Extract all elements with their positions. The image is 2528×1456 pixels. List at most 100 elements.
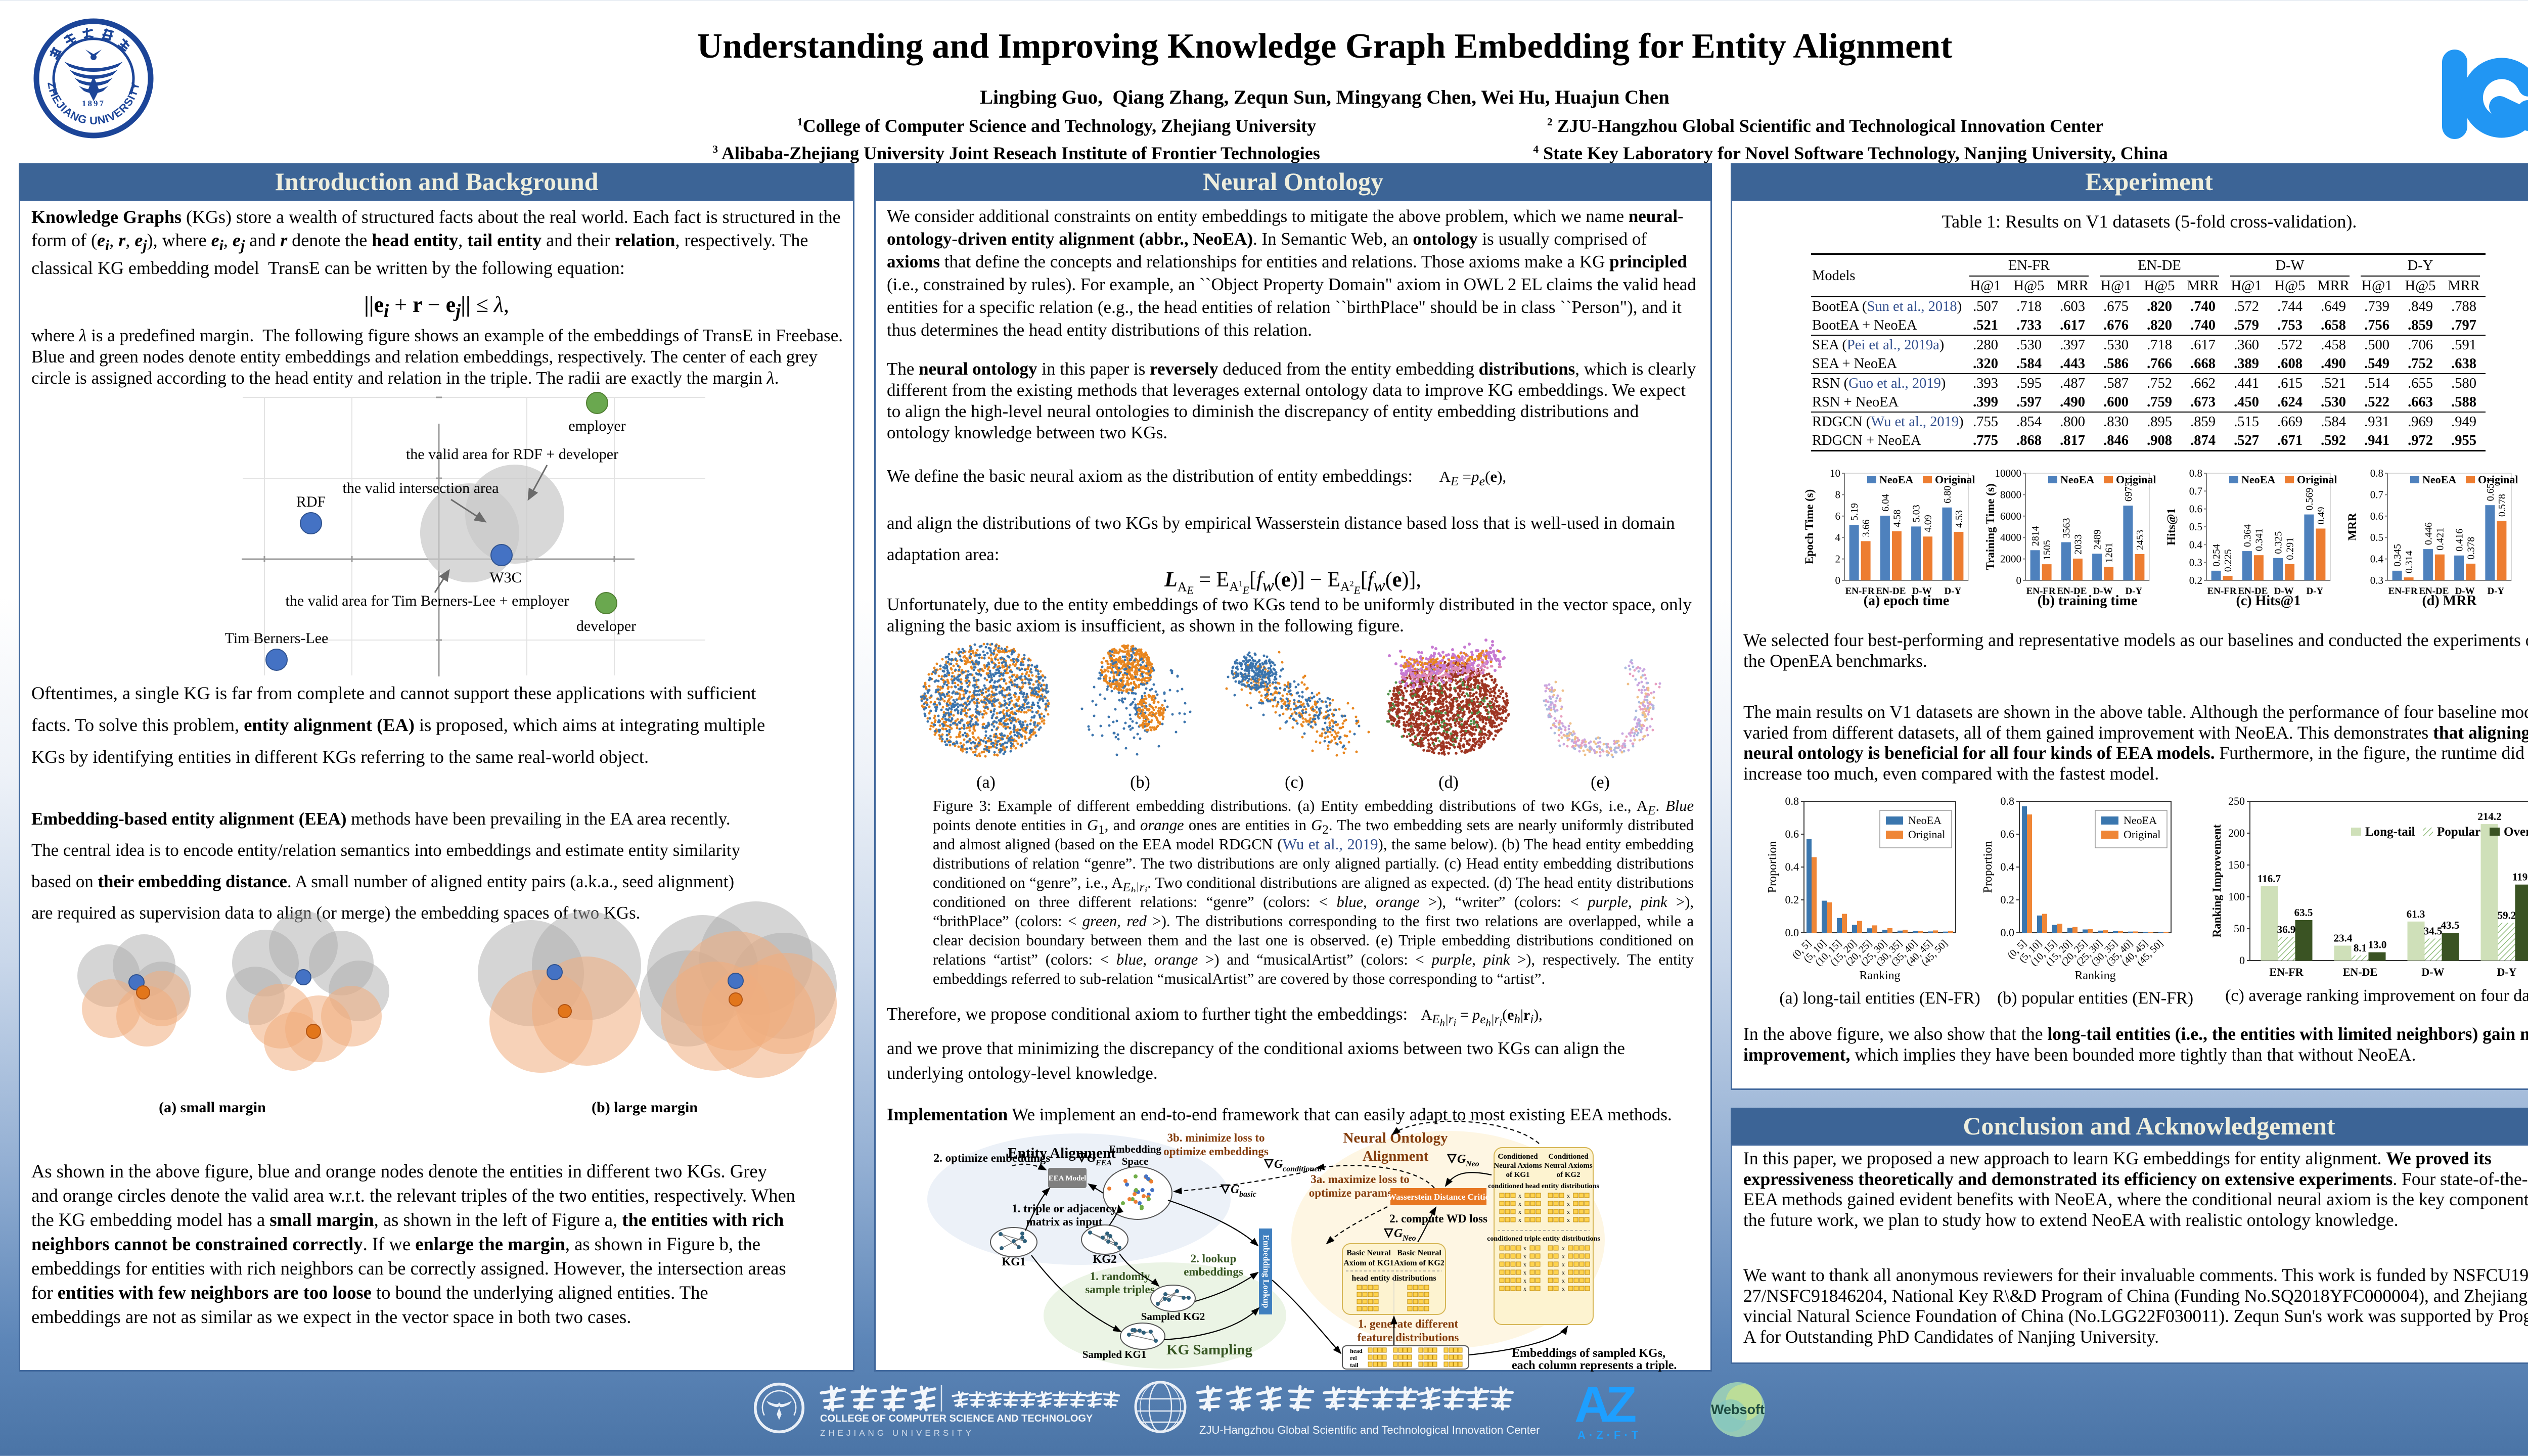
svg-text:2. lookup: 2. lookup [1191, 1252, 1237, 1265]
svg-text:Original: Original [2297, 473, 2337, 486]
svg-text:EN-FR: EN-FR [1845, 586, 1875, 597]
svg-text:head: head [1350, 1347, 1363, 1354]
svg-text:EN-DE: EN-DE [2419, 586, 2449, 597]
svg-text:1505: 1505 [2042, 540, 2053, 560]
svg-text:0.341: 0.341 [2253, 528, 2265, 551]
svg-text:x: x [1523, 1277, 1526, 1284]
svg-text:feature distributions: feature distributions [1358, 1331, 1459, 1344]
svg-text:tail: tail [1350, 1361, 1359, 1369]
svg-text:23.4: 23.4 [2334, 932, 2353, 944]
svg-text:61.3: 61.3 [2407, 908, 2425, 920]
svg-text:the valid area for Tim Berners: the valid area for Tim Berners-Lee + emp… [286, 593, 569, 609]
svg-text:Space: Space [1122, 1155, 1149, 1167]
svg-text:Alignment: Alignment [1363, 1148, 1429, 1164]
svg-text:D-Y: D-Y [2126, 586, 2143, 597]
svg-text:EN-FR: EN-FR [2269, 966, 2304, 978]
svg-text:0.569: 0.569 [2304, 488, 2315, 511]
svg-text:AZ: AZ [1574, 1376, 1636, 1433]
svg-text:0.4: 0.4 [1785, 860, 1799, 873]
svg-text:0.345: 0.345 [2392, 544, 2403, 567]
svg-text:x: x [1523, 1285, 1526, 1292]
svg-text:0.225: 0.225 [2223, 549, 2234, 572]
svg-text:Original: Original [2116, 473, 2156, 486]
svg-text:0.7: 0.7 [2189, 485, 2202, 497]
svg-text:10: 10 [1830, 467, 1840, 479]
svg-text:EN-DE: EN-DE [1876, 586, 1906, 597]
svg-text:0.2: 0.2 [2001, 893, 2015, 906]
svg-text:0: 0 [2016, 574, 2022, 586]
svg-text:0: 0 [2239, 954, 2245, 967]
svg-text:x: x [1518, 1200, 1521, 1207]
svg-text:0.8: 0.8 [2189, 467, 2202, 479]
svg-text:of KG1: of KG1 [1506, 1171, 1529, 1179]
svg-text:A·Z·F·T: A·Z·F·T [1577, 1429, 1642, 1441]
svg-text:2. optimize embeddings: 2. optimize embeddings [934, 1152, 1051, 1164]
svg-text:Websoft: Websoft [1711, 1402, 1765, 1417]
svg-text:(c) average ranking improvemen: (c) average ranking improvement on four … [2225, 986, 2528, 1005]
svg-text:(a) epoch time: (a) epoch time [1864, 593, 1950, 609]
svg-text:RDF: RDF [296, 493, 326, 510]
svg-text:4000: 4000 [2000, 531, 2021, 543]
svg-text:Axiom of KG1: Axiom of KG1 [1343, 1259, 1394, 1267]
svg-text:Tim Berners-Lee: Tim Berners-Lee [225, 630, 329, 647]
svg-text:(e): (e) [1591, 773, 1610, 792]
svg-text:conditioned head entity distri: conditioned head entity distributions [1488, 1182, 1599, 1190]
svg-text:sample triples: sample triples [1085, 1283, 1154, 1296]
svg-text:0.4: 0.4 [2001, 860, 2015, 873]
svg-text:NeoEA: NeoEA [2422, 473, 2456, 486]
svg-text:x: x [1562, 1269, 1565, 1276]
svg-text:0.4: 0.4 [2370, 553, 2384, 565]
svg-text:x: x [1562, 1245, 1565, 1252]
svg-text:Original: Original [1935, 473, 1975, 486]
svg-text:Hits@1: Hits@1 [2165, 508, 2178, 545]
svg-text:matrix as input: matrix as input [1026, 1215, 1103, 1228]
svg-text:Neo: Neo [1402, 1234, 1416, 1243]
svg-text:6973: 6973 [2123, 481, 2134, 502]
svg-text:0.291: 0.291 [2285, 537, 2296, 560]
svg-text:8: 8 [1835, 488, 1841, 500]
svg-text:0.6: 0.6 [2189, 503, 2202, 515]
svg-text:EN-FR: EN-FR [2207, 586, 2237, 597]
svg-text:COLLEGE OF COMPUTER SCIENCE AN: COLLEGE OF COMPUTER SCIENCE AND TECHNOLO… [820, 1413, 1093, 1424]
svg-text:(c) Hits@1: (c) Hits@1 [2236, 593, 2301, 609]
svg-text:x: x [1567, 1200, 1570, 1207]
svg-text:3b. minimize loss to: 3b. minimize loss to [1167, 1131, 1265, 1144]
svg-text:0.651: 0.651 [2485, 478, 2496, 501]
svg-text:0.7: 0.7 [2370, 488, 2383, 500]
svg-text:4.58: 4.58 [1891, 510, 1903, 527]
svg-text:214.2: 214.2 [2477, 810, 2501, 823]
svg-text:D-Y: D-Y [2307, 586, 2324, 597]
svg-text:8.1: 8.1 [2354, 942, 2367, 954]
svg-text:5.19: 5.19 [1849, 503, 1860, 521]
svg-text:developer: developer [576, 618, 636, 634]
svg-text:employer: employer [568, 418, 625, 434]
svg-text:EEA Model: EEA Model [1049, 1174, 1087, 1182]
svg-text:0.3: 0.3 [2370, 574, 2383, 586]
svg-text:3563: 3563 [2061, 518, 2072, 538]
svg-text:each column represents a tripl: each column represents a triple. [1512, 1359, 1677, 1372]
svg-text:the valid intersection area: the valid intersection area [342, 480, 499, 496]
svg-text:4.53: 4.53 [1954, 510, 1965, 528]
svg-text:Proportion: Proportion [1766, 841, 1779, 893]
svg-text:250: 250 [2228, 795, 2245, 807]
svg-text:116.7: 116.7 [2258, 873, 2281, 885]
svg-text:3a. maximize loss to: 3a. maximize loss to [1311, 1173, 1409, 1186]
svg-text:0.325: 0.325 [2273, 531, 2284, 554]
svg-text:G: G [1274, 1158, 1283, 1171]
svg-text:x: x [1523, 1269, 1526, 1276]
svg-text:Ranking: Ranking [2074, 969, 2115, 982]
svg-text:1. generate different: 1. generate different [1358, 1317, 1459, 1330]
svg-text:0.0: 0.0 [1785, 926, 1799, 939]
svg-text:2000: 2000 [2000, 553, 2021, 565]
svg-text:D-W: D-W [2421, 966, 2444, 978]
svg-text:NeoEA: NeoEA [1879, 473, 1913, 486]
svg-text:x: x [1518, 1216, 1521, 1223]
svg-text:0.5: 0.5 [2370, 531, 2383, 543]
svg-text:0.2: 0.2 [1785, 893, 1799, 906]
svg-text:(a) small margin: (a) small margin [159, 1099, 266, 1116]
svg-text:(c): (c) [1285, 773, 1304, 792]
svg-text:Training Time (s): Training Time (s) [1984, 483, 1997, 570]
svg-text:2033: 2033 [2072, 534, 2084, 555]
svg-text:0.4: 0.4 [2189, 538, 2203, 551]
svg-text:KG Sampling: KG Sampling [1166, 1342, 1253, 1358]
